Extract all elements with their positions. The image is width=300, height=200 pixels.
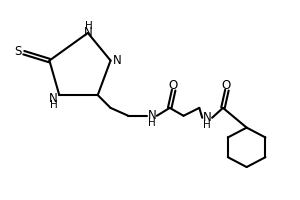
Text: H: H bbox=[203, 120, 211, 130]
Text: N: N bbox=[49, 92, 58, 105]
Text: O: O bbox=[168, 79, 177, 92]
Text: N: N bbox=[203, 111, 212, 124]
Text: O: O bbox=[221, 79, 231, 92]
Text: N: N bbox=[83, 26, 92, 39]
Text: H: H bbox=[85, 21, 93, 31]
Text: N: N bbox=[113, 54, 122, 67]
Text: H: H bbox=[50, 100, 58, 110]
Text: S: S bbox=[14, 45, 22, 58]
Text: N: N bbox=[148, 109, 156, 122]
Text: H: H bbox=[148, 118, 156, 128]
